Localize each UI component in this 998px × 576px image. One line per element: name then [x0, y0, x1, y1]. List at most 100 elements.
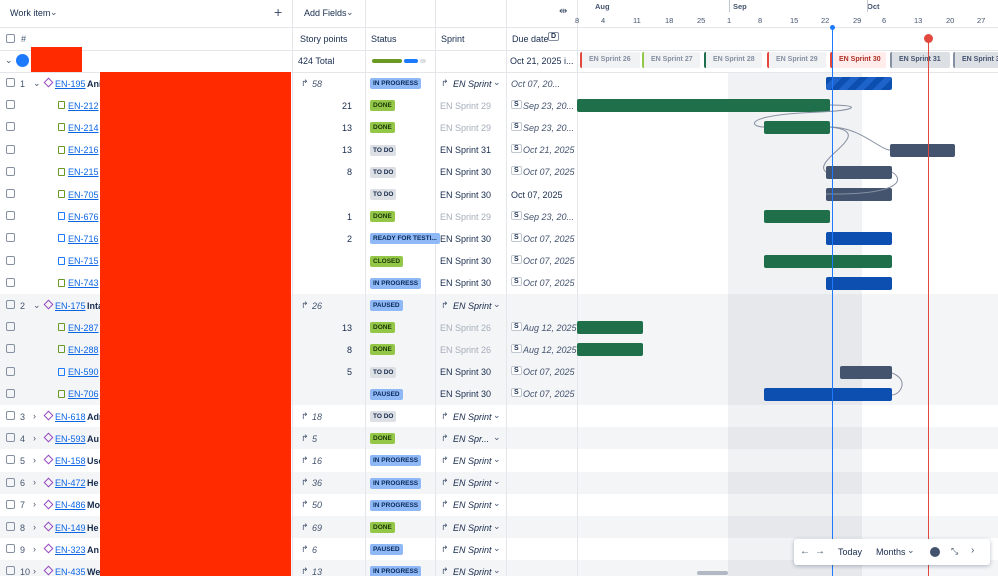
scrollbar[interactable]: [697, 571, 728, 575]
row-checkbox[interactable]: [6, 344, 15, 354]
deadline-marker[interactable]: [924, 34, 933, 43]
row-checkbox[interactable]: [6, 433, 15, 443]
row-checkbox[interactable]: [6, 499, 15, 509]
expand-toggle[interactable]: ›: [33, 543, 36, 554]
prev-button[interactable]: ←: [800, 546, 810, 557]
expand-toggle[interactable]: ›: [33, 565, 36, 576]
issue-key[interactable]: EN-288: [68, 344, 99, 355]
status[interactable]: DONE: [370, 433, 395, 445]
gantt-bar[interactable]: [764, 254, 892, 268]
months-select[interactable]: Months: [876, 547, 906, 557]
gantt-bar[interactable]: [764, 210, 830, 224]
issue-key[interactable]: EN-705: [68, 189, 99, 200]
gantt-bar[interactable]: [577, 321, 643, 335]
expand-toggle[interactable]: ⌄: [33, 299, 41, 310]
sprint-pill[interactable]: EN Sprint 29: [767, 52, 826, 68]
sprint-pill[interactable]: EN Sprint 30: [830, 52, 886, 68]
status[interactable]: DONE: [370, 344, 395, 356]
issue-key[interactable]: EN-287: [68, 322, 99, 333]
status[interactable]: IN PROGRESS: [370, 566, 422, 576]
status[interactable]: TO DO: [370, 166, 397, 178]
status[interactable]: TO DO: [370, 366, 397, 378]
issue-key[interactable]: EN-706: [68, 389, 99, 400]
status[interactable]: PAUSED: [370, 544, 403, 556]
row-checkbox[interactable]: [6, 100, 15, 110]
status[interactable]: IN PROGRESS: [370, 455, 422, 467]
expand-toggle[interactable]: ›: [33, 432, 36, 443]
status[interactable]: DONE: [370, 522, 395, 533]
sprint-pill[interactable]: EN Sprint 31: [890, 52, 950, 68]
expand-chevron[interactable]: ⌄: [5, 55, 13, 65]
sprint-pill[interactable]: EN Sprint 27: [642, 52, 700, 68]
today-button[interactable]: Today: [838, 547, 863, 557]
expand-toggle[interactable]: ⌄: [33, 77, 41, 88]
expand-toggle[interactable]: ›: [33, 454, 36, 465]
status[interactable]: IN PROGRESS: [370, 499, 422, 511]
row-checkbox[interactable]: [6, 122, 15, 132]
issue-key[interactable]: EN-676: [68, 211, 99, 222]
collapse-button[interactable]: ⤡: [951, 546, 959, 556]
issue-key[interactable]: EN-323: [55, 544, 86, 555]
sprint-pill[interactable]: EN Sprint 26: [580, 52, 640, 68]
status[interactable]: CLOSED: [370, 255, 404, 267]
gantt-bar[interactable]: [764, 121, 830, 135]
row-checkbox[interactable]: [6, 300, 15, 309]
issue-key[interactable]: EN-593: [55, 433, 86, 444]
row-checkbox[interactable]: [6, 144, 15, 154]
issue-key[interactable]: EN-158: [55, 455, 86, 466]
status[interactable]: PAUSED: [370, 388, 403, 400]
row-checkbox[interactable]: [6, 411, 15, 420]
issue-key[interactable]: EN-743: [68, 278, 99, 289]
select-all[interactable]: [6, 34, 15, 43]
row-checkbox[interactable]: [6, 388, 15, 398]
status[interactable]: IN PROGRESS: [370, 477, 422, 489]
gantt-bar[interactable]: [826, 276, 892, 290]
expand-toggle[interactable]: ›: [33, 521, 36, 532]
status[interactable]: IN PROGRESS: [370, 78, 422, 89]
gantt-bar[interactable]: [840, 365, 892, 379]
next-button[interactable]: →: [815, 546, 825, 557]
gantt-bar[interactable]: [826, 188, 892, 201]
row-checkbox[interactable]: [6, 566, 15, 576]
status[interactable]: DONE: [370, 122, 395, 134]
sprint-pill[interactable]: EN Sprint 3: [953, 52, 998, 68]
issue-key[interactable]: EN-590: [68, 367, 99, 378]
row-checkbox[interactable]: [6, 189, 15, 198]
row-checkbox[interactable]: [6, 233, 15, 243]
status[interactable]: PAUSED: [370, 300, 403, 311]
more-button[interactable]: ›: [971, 545, 975, 556]
issue-key[interactable]: EN-618: [55, 411, 86, 422]
issue-key[interactable]: EN-215: [68, 167, 99, 178]
add-fields[interactable]: Add Fields: [304, 8, 347, 18]
expand-toggle[interactable]: ›: [33, 477, 36, 488]
gantt-bar[interactable]: [826, 165, 892, 179]
status[interactable]: IN PROGRESS: [370, 277, 422, 289]
gantt-bar[interactable]: [826, 77, 892, 90]
row-checkbox[interactable]: [6, 211, 15, 221]
row-checkbox[interactable]: [6, 544, 15, 554]
issue-key[interactable]: EN-435: [55, 566, 86, 576]
row-checkbox[interactable]: [6, 366, 15, 376]
status[interactable]: TO DO: [370, 144, 397, 156]
issue-key[interactable]: EN-214: [68, 122, 99, 133]
gantt-bar[interactable]: [577, 343, 643, 357]
gantt-bar[interactable]: [577, 99, 830, 113]
expand-toggle[interactable]: ›: [33, 410, 36, 421]
row-checkbox[interactable]: [6, 78, 15, 87]
status[interactable]: DONE: [370, 322, 395, 334]
issue-key[interactable]: EN-175: [55, 300, 86, 311]
work-item-menu[interactable]: Work item: [10, 8, 51, 18]
gantt-bar[interactable]: [826, 232, 892, 246]
status[interactable]: TO DO: [370, 411, 397, 422]
add-button[interactable]: +: [274, 4, 283, 20]
gantt-bar[interactable]: [764, 387, 892, 401]
status[interactable]: READY FOR TESTI...: [370, 233, 440, 245]
row-checkbox[interactable]: [6, 277, 15, 287]
resize-handle[interactable]: ⇹: [559, 6, 568, 17]
gantt-bar[interactable]: [890, 143, 955, 157]
status[interactable]: TO DO: [370, 189, 397, 200]
sprint-pill[interactable]: EN Sprint 28: [704, 52, 762, 68]
issue-key[interactable]: EN-716: [68, 233, 99, 244]
issue-key[interactable]: EN-472: [55, 478, 86, 489]
row-checkbox[interactable]: [6, 477, 15, 487]
